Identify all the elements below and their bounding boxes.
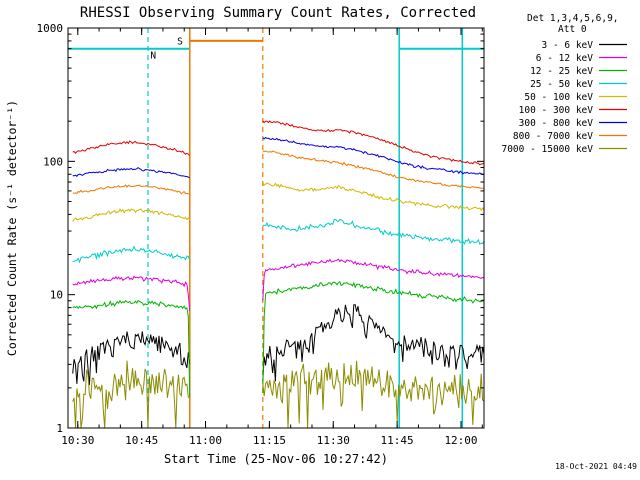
axes-and-ticks: 10:30 10:45 11:00 11:15 11:30 11:45 12:00 1 10 10… <box>37 22 485 447</box>
legend-item: 6 - 12 keV <box>536 53 627 64</box>
series-polyline <box>72 299 191 397</box>
event-flag-n: N <box>150 51 156 62</box>
series-50---100-kev <box>72 182 484 222</box>
x-tick-label: 10:45 <box>125 434 158 447</box>
y-tick-label: 100 <box>43 155 63 168</box>
legend-item-label: 25 - 50 keV <box>530 79 593 90</box>
x-tick-label: 10:30 <box>61 434 94 447</box>
x-axis-label: Start Time (25-Nov-06 10:27:42) <box>164 452 388 466</box>
x-tick-label: 11:15 <box>253 434 286 447</box>
series-polyline <box>262 120 484 166</box>
y-tick-label: 1000 <box>37 22 64 35</box>
legend-item-label: 300 - 800 keV <box>519 118 594 129</box>
series-300---800-kev <box>72 136 484 179</box>
series-polyline <box>262 304 484 382</box>
data-series <box>72 120 484 428</box>
series-polyline <box>72 360 191 428</box>
x-tick-label: 11:30 <box>317 434 350 447</box>
series-25---50-kev <box>72 218 484 264</box>
series-800---7000-kev <box>72 150 484 195</box>
series-12---25-kev <box>72 280 484 397</box>
series-polyline <box>262 258 484 301</box>
series-polyline <box>262 150 484 189</box>
legend-item: 300 - 800 keV <box>519 118 627 129</box>
legend-item: 800 - 7000 keV <box>513 131 627 142</box>
series-polyline <box>72 275 191 311</box>
series-6---12-kev <box>72 258 484 311</box>
event-flag-labels: NS <box>150 37 183 62</box>
chart-title: RHESSI Observing Summary Count Rates, Co… <box>80 5 476 21</box>
legend-item-label: 6 - 12 keV <box>536 53 593 64</box>
legend-item: 3 - 6 keV <box>542 40 627 51</box>
legend-item: 12 - 25 keV <box>530 66 627 77</box>
x-tick-label: 11:45 <box>381 434 414 447</box>
legend-header-detectors: Det 1,3,4,5,6,9, <box>527 13 619 24</box>
series-polyline <box>72 184 190 195</box>
y-tick-label: 1 <box>56 422 63 435</box>
series-polyline <box>262 136 484 176</box>
legend-items: 3 - 6 keV 6 - 12 keV 12 - 25 keV 25 - 50 ke… <box>501 40 627 155</box>
legend-item: 25 - 50 keV <box>530 79 627 90</box>
series-3---6-kev <box>72 304 484 386</box>
legend-item-label: 50 - 100 keV <box>524 92 593 103</box>
series-polyline <box>72 166 190 179</box>
x-tick-label: 11:00 <box>189 434 222 447</box>
x-tick-label: 12:00 <box>444 434 477 447</box>
series-polyline <box>72 245 191 264</box>
legend-item-label: 12 - 25 keV <box>530 66 593 77</box>
series-polyline <box>262 182 484 212</box>
legend-item: 7000 - 15000 keV <box>501 144 627 155</box>
plot-timestamp: 18-Oct-2021 04:49 <box>555 462 637 471</box>
legend-item-label: 3 - 6 keV <box>542 40 594 51</box>
series-7000---15000-kev <box>72 360 484 428</box>
y-axis-label: Corrected Count Rate (s⁻¹ detector⁻¹) <box>5 100 19 356</box>
legend-item: 50 - 100 keV <box>524 92 627 103</box>
legend-item-label: 7000 - 15000 keV <box>501 144 593 155</box>
event-flag-s: S <box>177 37 183 48</box>
series-polyline <box>72 208 191 222</box>
series-polyline <box>72 140 191 157</box>
event-markers <box>68 28 484 428</box>
series-polyline <box>72 331 191 386</box>
series-polyline <box>262 280 484 394</box>
series-100---300-kev <box>72 120 484 166</box>
series-polyline <box>262 218 484 246</box>
y-tick-label: 10 <box>50 289 63 302</box>
plot-frame <box>67 27 485 429</box>
legend-item-label: 800 - 7000 keV <box>513 131 593 142</box>
legend-item-label: 100 - 300 keV <box>519 105 594 116</box>
legend-item: 100 - 300 keV <box>519 105 627 116</box>
legend-header-attenuator: Att 0 <box>558 24 587 35</box>
series-polyline <box>262 360 484 428</box>
